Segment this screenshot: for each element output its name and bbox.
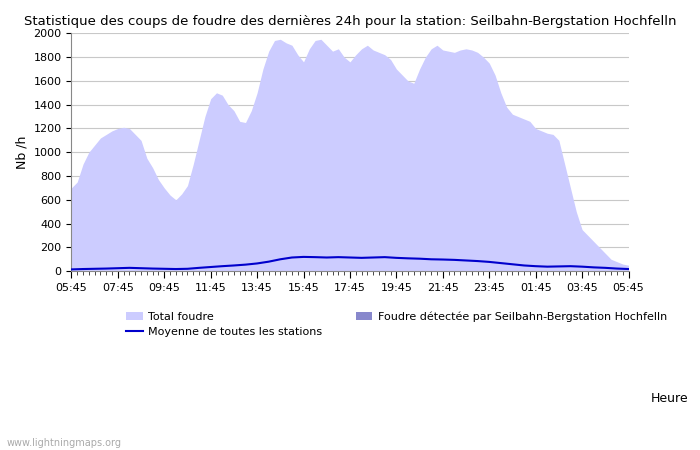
Text: Heure: Heure <box>651 392 689 405</box>
Text: www.lightningmaps.org: www.lightningmaps.org <box>7 438 122 448</box>
Y-axis label: Nb /h: Nb /h <box>15 135 28 169</box>
Title: Statistique des coups de foudre des dernières 24h pour la station: Seilbahn-Berg: Statistique des coups de foudre des dern… <box>24 15 676 28</box>
Legend: Total foudre, Moyenne de toutes les stations, Foudre détectée par Seilbahn-Bergs: Total foudre, Moyenne de toutes les stat… <box>122 307 671 342</box>
